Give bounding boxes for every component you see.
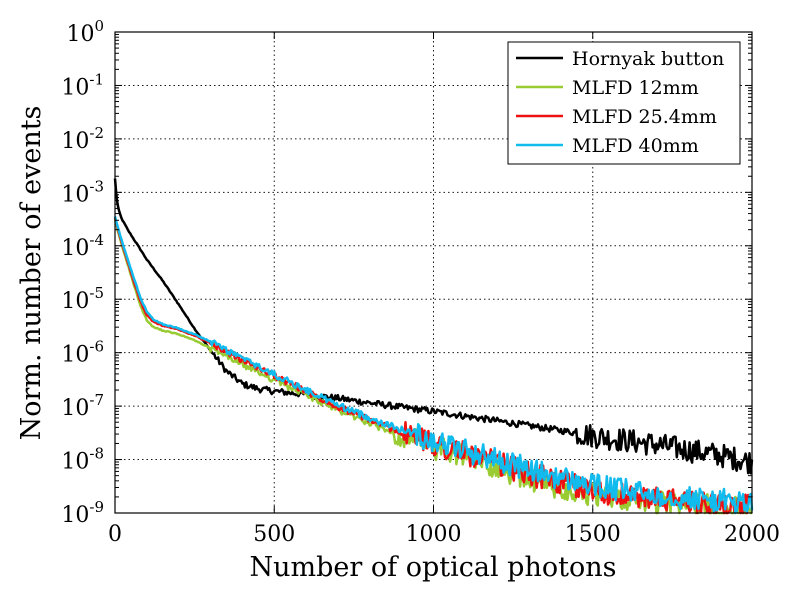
legend-label: MLFD 12mm <box>572 77 699 99</box>
y-tick-labels: 100 10-1 10-2 10-3 10-4 10-5 10-6 10-7 10-8 10-9 <box>61 17 104 528</box>
y-tick-label: 10-5 <box>61 284 104 314</box>
series-line-mlfd-40mm <box>113 216 754 515</box>
y-tick-label: 10-1 <box>61 70 104 100</box>
legend-label: Hornyak button <box>572 48 724 70</box>
x-tick-label: 0 <box>108 522 122 547</box>
y-axis-label: Norm. number of events <box>16 106 47 441</box>
y-tick-label: 10-3 <box>61 177 104 207</box>
legend-label: MLFD 25.4mm <box>572 106 717 128</box>
y-tick-label: 100 <box>66 17 104 47</box>
x-axis-label: Number of optical photons <box>250 552 617 583</box>
legend-box <box>507 41 741 165</box>
x-tick-label: 1500 <box>565 522 621 547</box>
legend: Hornyak button MLFD 12mm MLFD 25.4mm MLFD 4… <box>507 41 741 165</box>
y-tick-label: 10-8 <box>61 445 104 475</box>
y-tick-label: 10-6 <box>61 338 104 368</box>
x-tick-label: 1000 <box>406 522 462 547</box>
legend-label: MLFD 40mm <box>572 135 699 157</box>
y-tick-label: 10-4 <box>61 231 104 261</box>
tick-marks <box>114 31 753 514</box>
y-tick-label: 10-9 <box>61 498 104 528</box>
series-lines <box>113 178 754 515</box>
x-tick-labels: 0 500 1000 1500 2000 <box>108 522 780 547</box>
series-line-hornyak-button <box>113 178 754 475</box>
y-tick-label: 10-7 <box>61 391 104 421</box>
x-tick-label: 2000 <box>724 522 780 547</box>
y-tick-label: 10-2 <box>61 124 104 154</box>
x-tick-label: 500 <box>253 522 295 547</box>
